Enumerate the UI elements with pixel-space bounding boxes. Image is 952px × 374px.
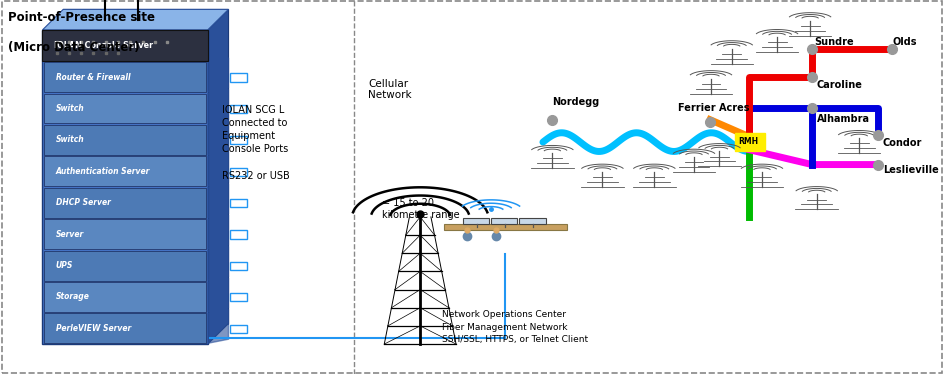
FancyBboxPatch shape [491, 218, 518, 224]
Text: Point-of-Presence site: Point-of-Presence site [8, 11, 154, 24]
FancyBboxPatch shape [230, 325, 248, 333]
Text: Network Operations Center
Fiber Management Network
SSH/SSL, HTTPS, or Telnet Cli: Network Operations Center Fiber Manageme… [442, 310, 588, 344]
FancyBboxPatch shape [45, 94, 206, 123]
FancyBboxPatch shape [230, 199, 248, 207]
Text: Cellular
Network: Cellular Network [368, 79, 412, 100]
Text: RMH: RMH [739, 137, 759, 146]
Text: Router & Firewall: Router & Firewall [56, 73, 130, 82]
Polygon shape [208, 121, 228, 155]
FancyBboxPatch shape [230, 230, 248, 239]
Text: Storage: Storage [56, 292, 89, 301]
FancyBboxPatch shape [45, 188, 206, 218]
Polygon shape [208, 58, 228, 92]
Polygon shape [43, 9, 228, 30]
FancyBboxPatch shape [43, 30, 208, 61]
Text: Authentication Server: Authentication Server [56, 167, 150, 176]
Polygon shape [208, 215, 228, 249]
Polygon shape [208, 152, 228, 186]
FancyBboxPatch shape [45, 313, 206, 343]
Text: IOLAN Console Server: IOLAN Console Server [54, 41, 153, 50]
FancyBboxPatch shape [230, 262, 248, 270]
Polygon shape [208, 278, 228, 312]
Text: Leslieville: Leslieville [883, 165, 939, 175]
Text: PerleVIEW Server: PerleVIEW Server [56, 324, 131, 333]
Polygon shape [208, 184, 228, 218]
FancyBboxPatch shape [519, 218, 545, 224]
Polygon shape [208, 89, 228, 123]
Text: Nordegg: Nordegg [552, 97, 600, 107]
FancyBboxPatch shape [444, 224, 566, 230]
Text: (Micro Data Center): (Micro Data Center) [8, 41, 139, 54]
Text: Alhambra: Alhambra [817, 114, 870, 124]
Text: Caroline: Caroline [817, 80, 863, 91]
FancyBboxPatch shape [463, 218, 489, 224]
Polygon shape [208, 246, 228, 280]
FancyBboxPatch shape [45, 251, 206, 280]
FancyBboxPatch shape [230, 136, 248, 144]
FancyBboxPatch shape [230, 105, 248, 113]
Text: Condor: Condor [883, 138, 922, 148]
Text: Switch: Switch [56, 135, 85, 144]
Text: Ferrier Acres: Ferrier Acres [678, 103, 749, 113]
Text: UPS: UPS [56, 261, 73, 270]
Polygon shape [208, 9, 228, 344]
Text: = 15 to 20
kilometre range: = 15 to 20 kilometre range [383, 198, 460, 220]
FancyBboxPatch shape [230, 168, 248, 176]
Text: Sundre: Sundre [814, 37, 854, 47]
Text: Switch: Switch [56, 104, 85, 113]
Text: DHCP Server: DHCP Server [56, 198, 110, 207]
Polygon shape [735, 133, 764, 151]
FancyBboxPatch shape [43, 30, 208, 344]
FancyBboxPatch shape [45, 125, 206, 155]
FancyBboxPatch shape [45, 156, 206, 186]
Text: IOLAN SCG L
Connected to
Equipment
Console Ports

RS232 or USB: IOLAN SCG L Connected to Equipment Conso… [222, 105, 289, 181]
FancyBboxPatch shape [45, 219, 206, 249]
FancyBboxPatch shape [230, 73, 248, 82]
FancyBboxPatch shape [45, 282, 206, 312]
FancyBboxPatch shape [45, 62, 206, 92]
Text: Server: Server [56, 230, 84, 239]
FancyBboxPatch shape [63, 9, 228, 324]
Polygon shape [208, 309, 228, 343]
FancyBboxPatch shape [230, 293, 248, 301]
Text: Olds: Olds [892, 37, 917, 47]
